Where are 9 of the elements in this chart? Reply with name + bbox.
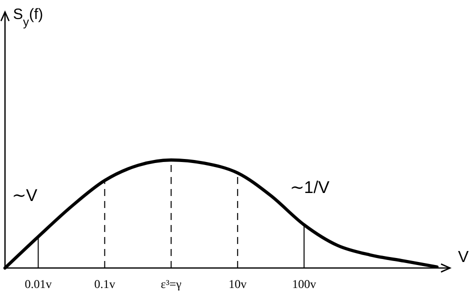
x-tick-label: 10v [228, 277, 247, 291]
annotation: ∼1/V [290, 178, 330, 197]
x-axis-title: V [458, 249, 469, 266]
text: S$_{y}$(f) [13, 6, 44, 30]
annotation: ∼V [12, 186, 38, 205]
x-tick-label: ε³=γ [160, 277, 182, 291]
x-tick-label: 100v [292, 277, 316, 291]
x-tick-label: 0.01v [24, 277, 52, 291]
x-tick-label: 0.1v [94, 277, 116, 291]
